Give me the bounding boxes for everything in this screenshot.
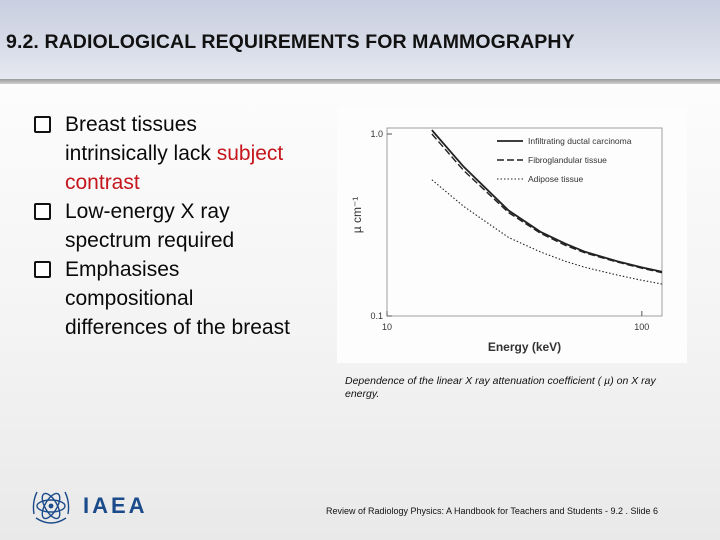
slide-title: 9.2. RADIOLOGICAL REQUIREMENTS FOR MAMMO… [6,31,575,53]
bullet-text: compositional [65,287,194,310]
legend-label: Adipose tissue [528,174,584,184]
legend-label: Infiltrating ductal carcinoma [528,136,632,146]
bullet-text: Low-energy X ray [65,200,230,223]
bullet-line: spectrum required [65,226,334,255]
title-bar: 9.2. RADIOLOGICAL REQUIREMENTS FOR MAMMO… [0,0,720,82]
bullet-line: intrinsically lack subject [65,139,334,168]
bullet-item: Low-energy X ray spectrum required [34,197,334,255]
x-tick-label: 10 [382,322,392,332]
chart-caption: Dependence of the linear X ray attenuati… [345,375,656,400]
y-axis-label: µ cm⁻¹ [350,197,364,234]
bullet-line: Low-energy X ray [65,197,334,226]
bullet-text: differences of the breast [65,316,290,339]
series-line-3 [431,179,663,285]
chart-svg: 10 100 0.1 1.0 Energy (keV) µ cm⁻¹ Infiltratin… [350,127,663,354]
title-divider [0,79,720,84]
bullet-line: compositional [65,284,334,313]
checkbox-bullet-icon [34,203,51,220]
series-line-1 [431,129,663,273]
y-tick-label: 0.1 [370,311,383,321]
slide-footer: Review of Radiology Physics: A Handbook … [326,506,659,516]
legend-label: Fibroglandular tissue [528,155,607,165]
x-axis-label: Energy (keV) [488,340,561,354]
y-tick-label: 1.0 [370,129,383,139]
bullet-highlight: subject [216,142,284,165]
bullet-text: intrinsically lack [65,142,217,165]
attenuation-chart: 10 100 0.1 1.0 Energy (keV) µ cm⁻¹ Infiltratin… [337,106,687,363]
iaea-logo-text: IAEA [83,493,148,518]
checkbox-bullet-icon [34,116,51,133]
bullet-item: Emphasises compositional differences of th… [34,255,334,342]
bullet-line: Breast tissues [65,110,334,139]
iaea-logo-icon [32,491,70,524]
bullet-text: Breast tissues [65,113,197,136]
series-line-2 [431,133,663,274]
bullet-highlight: contrast [65,171,140,194]
plot-frame [386,127,663,317]
bullet-line: contrast [65,168,334,197]
bullet-line: Emphasises [65,255,334,284]
bullet-list: Breast tissues intrinsically lack subject… [34,110,334,342]
bullet-text: Emphasises [65,258,180,281]
bullet-item: Breast tissues intrinsically lack subject… [34,110,334,197]
bullet-text: spectrum required [65,229,235,252]
x-tick-label: 100 [634,322,649,332]
bullet-line: differences of the breast [65,313,334,342]
checkbox-bullet-icon [34,261,51,278]
